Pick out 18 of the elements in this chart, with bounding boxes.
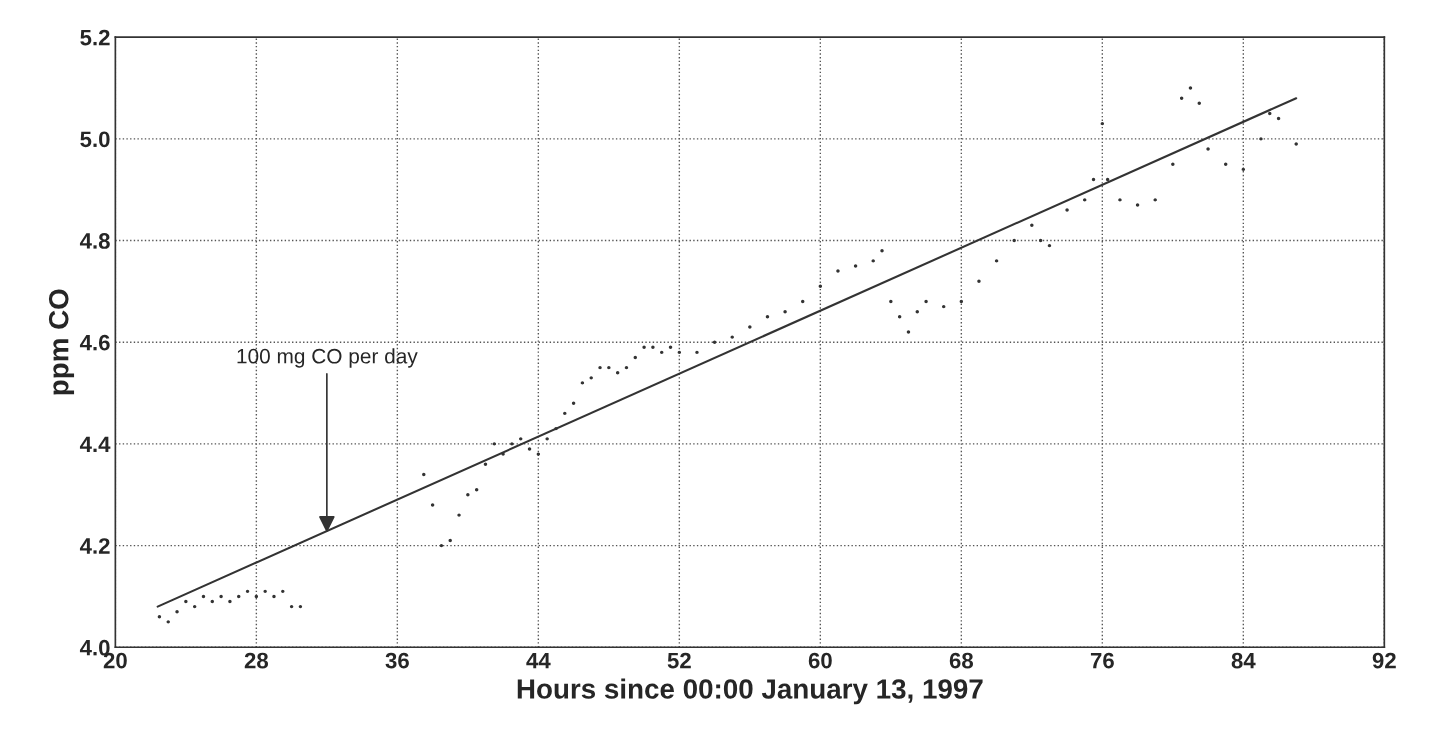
y-tick-label: 4.6	[79, 334, 110, 351]
x-tick-label: 92	[1372, 652, 1396, 669]
y-tick-label: 5.2	[80, 29, 110, 46]
y-tick-label: 4.2	[79, 538, 110, 554]
x-axis-title: Hours since 00:00 January 13, 1997	[517, 678, 983, 705]
annotation: 100 mg CO per day	[237, 348, 418, 368]
x-tick-label: 28	[244, 652, 269, 669]
x-tick-label: 68	[949, 652, 974, 669]
y-tick-label: 4.4	[79, 436, 111, 452]
y-axis-title: ppm CO	[48, 289, 75, 395]
x-tick-label: 84	[1231, 652, 1256, 669]
x-tick-label: 60	[808, 652, 832, 669]
x-tick-label: 36	[385, 652, 409, 669]
x-tick-label: 44	[526, 652, 551, 669]
y-tick-label: 4.8	[79, 233, 110, 249]
x-tick-label: 52	[667, 652, 691, 669]
y-tick-label: 5.0	[80, 131, 110, 148]
x-tick-label: 76	[1090, 652, 1114, 669]
